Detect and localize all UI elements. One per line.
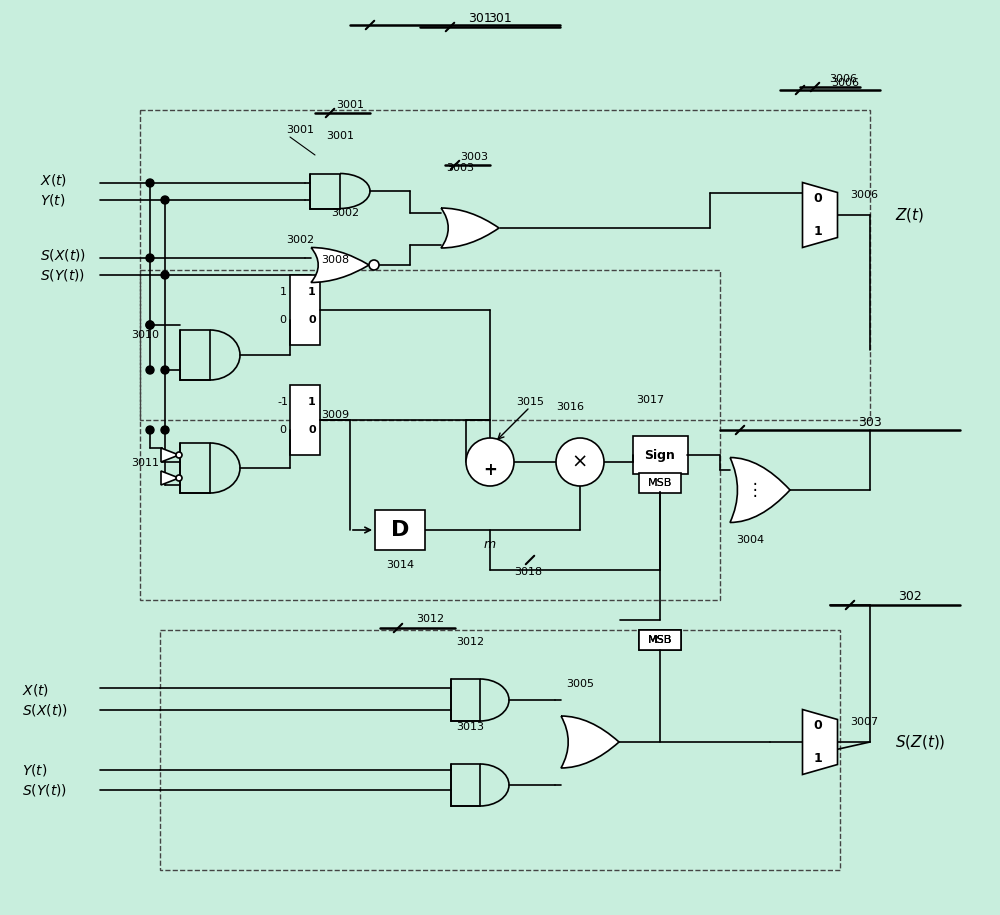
Text: $S(Y(t))$: $S(Y(t))$ bbox=[40, 267, 85, 283]
Text: 3006: 3006 bbox=[829, 74, 857, 84]
PathPatch shape bbox=[441, 208, 499, 248]
Text: MSB: MSB bbox=[648, 635, 672, 645]
Text: 3010: 3010 bbox=[131, 330, 159, 340]
Text: 1: 1 bbox=[308, 287, 316, 297]
Bar bbox=[140, 270, 720, 600]
Text: 0: 0 bbox=[814, 192, 822, 205]
Circle shape bbox=[369, 260, 379, 270]
Text: 3018: 3018 bbox=[514, 567, 542, 577]
Bar bbox=[290, 385, 320, 455]
Text: 302: 302 bbox=[898, 590, 922, 604]
Text: 3001: 3001 bbox=[286, 125, 314, 135]
Circle shape bbox=[146, 254, 154, 262]
Circle shape bbox=[176, 475, 182, 481]
Text: 303: 303 bbox=[858, 416, 882, 429]
Text: $S(X(t))$: $S(X(t))$ bbox=[40, 247, 86, 263]
Text: 3002: 3002 bbox=[286, 235, 314, 245]
Text: 1: 1 bbox=[814, 225, 822, 238]
Text: 0: 0 bbox=[280, 425, 287, 435]
Circle shape bbox=[466, 438, 514, 486]
Circle shape bbox=[146, 321, 154, 329]
Text: 3002: 3002 bbox=[331, 208, 359, 218]
Text: 3007: 3007 bbox=[850, 717, 878, 727]
Text: $Y(t)$: $Y(t)$ bbox=[22, 762, 48, 778]
Text: ×: × bbox=[572, 453, 588, 471]
Bar bbox=[375, 510, 425, 550]
Bar bbox=[639, 473, 681, 493]
Bar bbox=[633, 436, 688, 474]
Text: MSB: MSB bbox=[648, 635, 672, 645]
Circle shape bbox=[146, 366, 154, 374]
PathPatch shape bbox=[311, 247, 369, 283]
Text: 3003: 3003 bbox=[446, 163, 474, 173]
Text: 3003: 3003 bbox=[460, 152, 488, 162]
Text: MSB: MSB bbox=[648, 478, 672, 488]
Text: MSB: MSB bbox=[648, 635, 672, 645]
Text: $Y(t)$: $Y(t)$ bbox=[40, 192, 66, 208]
Text: $X(t)$: $X(t)$ bbox=[40, 172, 67, 188]
Polygon shape bbox=[161, 471, 179, 485]
Text: 3006: 3006 bbox=[850, 190, 878, 200]
Text: 1: 1 bbox=[280, 287, 287, 297]
Polygon shape bbox=[802, 709, 838, 774]
Circle shape bbox=[146, 321, 154, 329]
Text: Sign: Sign bbox=[645, 448, 675, 461]
Circle shape bbox=[556, 438, 604, 486]
Text: -1: -1 bbox=[278, 397, 288, 407]
Bar bbox=[639, 630, 681, 650]
PathPatch shape bbox=[730, 458, 790, 522]
Polygon shape bbox=[802, 182, 838, 247]
Text: 3006: 3006 bbox=[831, 78, 859, 88]
Text: 3001: 3001 bbox=[336, 100, 364, 110]
Text: 3005: 3005 bbox=[566, 679, 594, 689]
Text: 3011: 3011 bbox=[131, 458, 159, 468]
Text: ⋮: ⋮ bbox=[747, 481, 763, 499]
Text: 0: 0 bbox=[280, 315, 287, 325]
Circle shape bbox=[161, 196, 169, 204]
Text: $X(t)$: $X(t)$ bbox=[22, 682, 49, 698]
Circle shape bbox=[146, 179, 154, 187]
PathPatch shape bbox=[561, 716, 619, 768]
Text: D: D bbox=[391, 520, 409, 540]
Text: +: + bbox=[483, 461, 497, 479]
Text: 1: 1 bbox=[814, 752, 822, 765]
Text: $S(X(t))$: $S(X(t))$ bbox=[22, 702, 68, 718]
Text: 0: 0 bbox=[814, 719, 822, 732]
Bar bbox=[639, 630, 681, 650]
Text: 0: 0 bbox=[308, 425, 316, 435]
Text: 3017: 3017 bbox=[636, 395, 664, 405]
Text: $S(Z(t))$: $S(Z(t))$ bbox=[895, 733, 946, 751]
Circle shape bbox=[161, 271, 169, 279]
Text: MSB: MSB bbox=[648, 635, 672, 645]
Bar bbox=[290, 275, 320, 345]
Text: 3009: 3009 bbox=[321, 410, 349, 420]
Text: 3014: 3014 bbox=[386, 560, 414, 570]
Text: $Z(t)$: $Z(t)$ bbox=[895, 206, 924, 224]
Text: $S(Y(t))$: $S(Y(t))$ bbox=[22, 782, 67, 798]
Text: 3004: 3004 bbox=[736, 535, 764, 545]
Bar bbox=[140, 110, 870, 420]
Text: 1: 1 bbox=[308, 397, 316, 407]
Bar bbox=[160, 630, 840, 870]
Circle shape bbox=[161, 366, 169, 374]
Text: $m$: $m$ bbox=[483, 539, 497, 552]
Circle shape bbox=[146, 426, 154, 434]
Text: 3012: 3012 bbox=[416, 614, 444, 624]
Text: MSB: MSB bbox=[648, 478, 672, 488]
Text: 3012: 3012 bbox=[456, 637, 484, 647]
Text: 0: 0 bbox=[308, 315, 316, 325]
Circle shape bbox=[161, 426, 169, 434]
Text: 3015: 3015 bbox=[516, 397, 544, 407]
Polygon shape bbox=[161, 448, 179, 462]
Text: 301: 301 bbox=[468, 12, 492, 25]
Text: 3013: 3013 bbox=[456, 722, 484, 732]
Text: 3008: 3008 bbox=[321, 255, 349, 265]
Text: 301: 301 bbox=[488, 12, 512, 25]
Text: 3016: 3016 bbox=[556, 402, 584, 412]
Text: 3001: 3001 bbox=[326, 131, 354, 141]
Circle shape bbox=[176, 452, 182, 458]
